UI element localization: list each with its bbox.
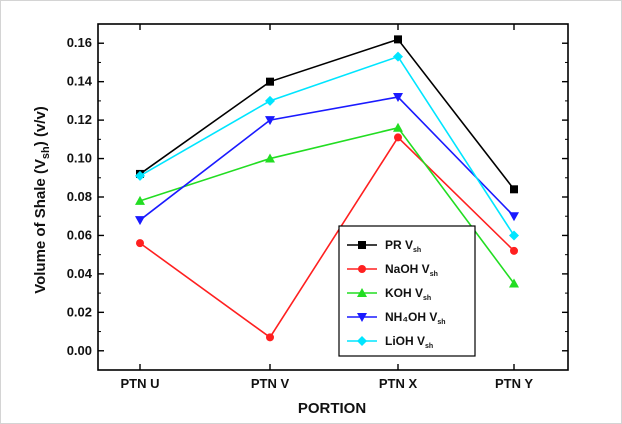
legend-marker: [358, 265, 366, 273]
legend-label: NH₄OH Vsh: [385, 310, 446, 326]
y-tick-label: 0.16: [67, 35, 92, 50]
data-point: [136, 239, 144, 248]
data-point: [510, 185, 518, 194]
y-tick-label: 0.00: [67, 343, 92, 358]
data-point: [393, 51, 403, 62]
x-tick-label: PTN U: [121, 376, 160, 391]
series-1: [136, 133, 518, 342]
legend-label: LiOH Vsh: [385, 334, 433, 350]
series-line: [139, 136, 515, 339]
series-line: [139, 96, 515, 221]
data-point: [135, 195, 145, 205]
data-point: [509, 230, 519, 241]
legend-label: KOH Vsh: [385, 286, 431, 302]
data-point: [394, 35, 402, 44]
data-point: [509, 212, 519, 222]
x-tick-label: PTN Y: [495, 376, 533, 391]
y-axis-title: Volume of Shale (Vsh) (v/v): [32, 106, 52, 294]
y-tick-label: 0.06: [67, 227, 92, 242]
data-point: [393, 122, 403, 132]
series-2: [135, 122, 519, 288]
legend-label: NaOH Vsh: [385, 262, 438, 278]
legend-marker: [357, 288, 367, 297]
legend-marker: [357, 336, 367, 346]
y-tick-label: 0.08: [67, 189, 92, 204]
data-point: [135, 170, 145, 181]
y-tick-label: 0.02: [67, 304, 92, 319]
data-point: [510, 246, 518, 255]
data-point: [266, 77, 274, 86]
data-point: [135, 216, 145, 226]
axes: 0.00 0.02 0.04 0.06 0.08 0.10 0.12 0.14 0.16 PTN …: [67, 23, 569, 391]
series-line: [139, 38, 515, 190]
data-point: [265, 116, 275, 126]
data-point: [509, 278, 519, 288]
x-axis-title: PORTION: [298, 400, 366, 417]
y-tick-label: 0.14: [67, 74, 93, 89]
legend-label: PR Vsh: [385, 238, 421, 254]
series-4: [135, 51, 519, 241]
legend-marker: [358, 241, 366, 249]
data-point: [394, 133, 402, 142]
legend-marker: [357, 313, 367, 322]
series-3: [135, 93, 519, 226]
x-tick-label: PTN V: [251, 376, 290, 391]
series-line: [139, 55, 515, 236]
y-axis-title-sub: sh: [40, 146, 52, 159]
series-0: [136, 35, 518, 194]
data-point: [265, 153, 275, 163]
series-line: [139, 126, 515, 284]
y-tick-label: 0.12: [67, 112, 92, 127]
x-tick-label: PTN X: [379, 376, 418, 391]
plot-area-border: [97, 23, 569, 371]
y-tick-label: 0.04: [67, 266, 93, 281]
series-lines: [135, 35, 519, 342]
data-point: [266, 333, 274, 342]
y-tick-label: 0.10: [67, 151, 92, 166]
data-point: [393, 93, 403, 103]
y-axis-title-tail: ) (v/v): [32, 106, 49, 146]
legend: PR Vsh NaOH Vsh KOH Vsh NH₄OH Vsh LiOH Vsh: [338, 225, 476, 357]
y-axis-title-main: Volume of Shale (V: [32, 159, 49, 294]
data-point: [265, 95, 275, 106]
